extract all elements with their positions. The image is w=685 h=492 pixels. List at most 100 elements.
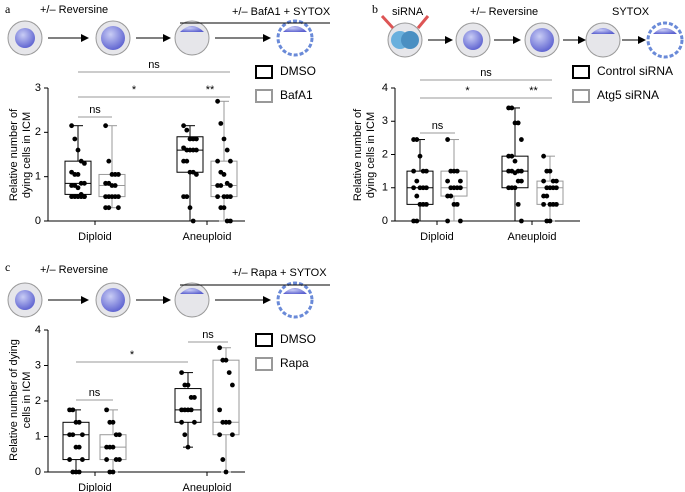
data-point — [228, 183, 233, 188]
data-point — [72, 136, 78, 142]
significance-label: * — [465, 85, 470, 97]
data-point — [519, 178, 524, 184]
data-point — [192, 395, 197, 400]
data-point — [512, 158, 518, 164]
significance-label: ns — [89, 387, 101, 399]
data-point — [448, 193, 454, 199]
y-tick-label: 1 — [35, 171, 41, 183]
data-point — [110, 419, 116, 425]
legend-label: Control siRNA — [597, 64, 673, 78]
data-point — [185, 382, 191, 388]
data-point — [185, 444, 191, 450]
data-point — [117, 457, 122, 462]
data-point — [541, 178, 546, 184]
x-tick-label: Diploid — [420, 231, 454, 243]
data-point — [547, 168, 553, 174]
data-point — [106, 205, 112, 211]
data-point — [76, 469, 82, 475]
data-point — [69, 123, 74, 129]
data-point — [424, 201, 429, 207]
data-point — [76, 444, 82, 450]
data-point — [221, 172, 227, 177]
data-point — [547, 218, 553, 224]
significance-label: ns — [89, 104, 101, 116]
data-point — [220, 457, 226, 462]
data-point — [215, 158, 221, 164]
data-point — [512, 185, 518, 191]
data-point — [230, 432, 235, 438]
data-point — [223, 469, 229, 475]
data-point — [194, 147, 199, 153]
data-point — [230, 382, 235, 388]
legend-swatch — [255, 89, 273, 103]
y-tick-label: 1 — [382, 182, 388, 194]
data-point — [544, 193, 550, 199]
data-point — [541, 153, 546, 159]
data-point — [116, 205, 121, 211]
data-point — [554, 201, 559, 207]
data-point — [76, 419, 82, 425]
data-point — [411, 185, 416, 191]
legend-label: DMSO — [280, 64, 316, 78]
data-point — [223, 357, 229, 363]
data-point — [424, 168, 429, 174]
data-point — [454, 168, 460, 174]
data-point — [75, 185, 81, 191]
data-point — [80, 432, 85, 438]
data-point — [190, 218, 196, 224]
schematic-label: SYTOX — [612, 6, 650, 18]
data-point — [194, 136, 199, 142]
data-point — [411, 168, 416, 174]
box — [440, 170, 468, 197]
data-point — [541, 201, 546, 207]
legend-label: BafA1 — [280, 88, 313, 102]
schematic-label: +/– Reversine — [470, 6, 538, 18]
data-point — [82, 194, 87, 200]
data-point — [226, 370, 232, 375]
x-tick-label: Aneuploid — [183, 482, 232, 492]
data-point — [554, 185, 559, 191]
legend-swatch — [572, 89, 590, 103]
significance-label: ns — [202, 329, 214, 341]
data-point — [217, 432, 223, 438]
legend-swatch — [255, 357, 273, 371]
data-point — [187, 205, 193, 211]
data-point — [515, 201, 521, 207]
data-point — [184, 127, 190, 133]
data-point — [112, 194, 118, 200]
legend-swatch — [572, 65, 590, 79]
data-point — [228, 218, 233, 224]
y-tick-label: 0 — [382, 215, 388, 227]
data-point — [414, 193, 420, 199]
y-tick-label: 4 — [35, 324, 41, 336]
data-point — [414, 218, 420, 224]
data-point — [104, 457, 109, 462]
data-point — [106, 158, 112, 164]
data-point — [519, 218, 524, 224]
box — [176, 136, 204, 173]
y-tick-label: 2 — [35, 126, 41, 138]
schematic-label: +/– BafA1 + SYTOX — [232, 6, 331, 18]
significance-label: * — [132, 84, 137, 96]
y-tick-label: 3 — [35, 82, 41, 94]
box — [536, 180, 564, 205]
data-point — [75, 147, 81, 153]
data-point — [112, 183, 118, 188]
data-point — [67, 457, 72, 462]
data-point — [228, 158, 233, 164]
data-point — [509, 153, 515, 159]
data-point — [110, 469, 116, 475]
data-point — [218, 121, 224, 126]
y-tick-label: 3 — [35, 359, 41, 371]
significance-label: ns — [480, 67, 492, 79]
y-tick-label: 0 — [35, 466, 41, 478]
data-point — [82, 180, 87, 186]
x-tick-label: Aneuploid — [508, 231, 557, 243]
data-point — [70, 432, 76, 438]
legend-swatch — [255, 65, 273, 79]
legend-label: Atg5 siRNA — [597, 88, 659, 102]
data-point — [217, 407, 223, 413]
legend-label: DMSO — [280, 332, 316, 346]
box — [210, 160, 238, 198]
schematic-label: siRNA — [392, 6, 424, 18]
